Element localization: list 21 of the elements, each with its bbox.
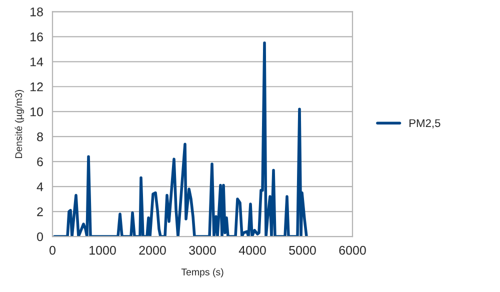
y-tick-label: 8 <box>37 132 43 142</box>
y-tick-label: 0 <box>37 232 43 242</box>
x-tick-label: 6000 <box>339 246 366 255</box>
y-tick-label: 12 <box>30 82 43 92</box>
y-tick-label: 6 <box>37 157 43 166</box>
x-tick-label: 3000 <box>189 246 216 255</box>
x-tick-label: 2000 <box>139 246 166 255</box>
x-tick-label: 5000 <box>289 246 316 255</box>
y-tick-label: 14 <box>30 58 44 66</box>
x-tick-label: 1000 <box>90 246 116 255</box>
y-tick-label: 4 <box>36 182 44 192</box>
x-tick-label: 4000 <box>238 246 266 255</box>
x-tick-label: 0 <box>50 246 56 255</box>
legend-label: PM2,5 <box>410 119 440 128</box>
y-tick-label: 2 <box>37 207 43 216</box>
y-tick-label: 10 <box>30 107 43 116</box>
line-series <box>53 42 308 237</box>
y-tick-label: 16 <box>30 32 43 42</box>
y-tick-label: 18 <box>30 7 43 16</box>
y-axis-title: Densité (µg/m3) <box>14 90 24 158</box>
x-axis-title: Temps (s) <box>181 268 224 278</box>
